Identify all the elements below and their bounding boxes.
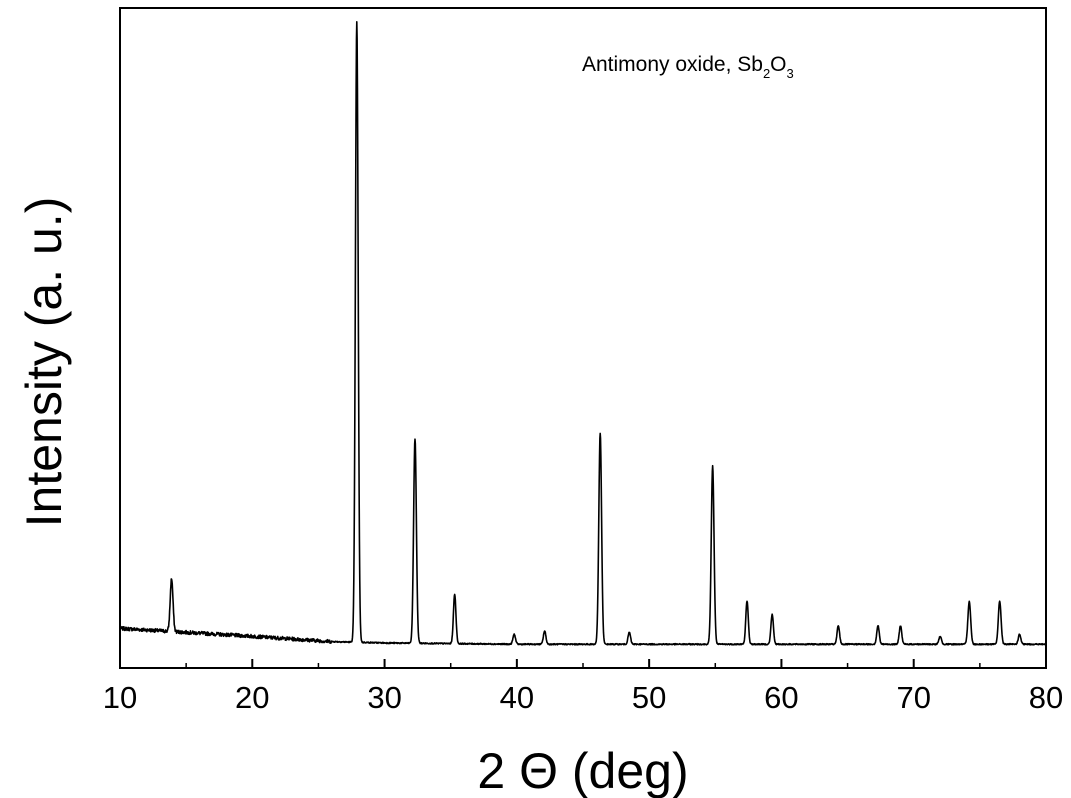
x-tick-label: 80 [1029,680,1063,715]
x-tick-label: 20 [235,680,269,715]
x-tick-label: 10 [103,680,137,715]
x-tick-label: 40 [500,680,534,715]
annotation-text: Antimony oxide, Sb [582,53,763,76]
annotation-label: Antimony oxide, Sb2O3 [582,53,794,81]
annotation-subscript-2: 2 [763,66,770,81]
annotation-subscript-3: 3 [787,66,794,81]
x-axis-ticks [119,659,1047,668]
x-tick-label: 50 [632,680,666,715]
y-axis-title: Intensity (a. u.) [16,197,72,528]
x-axis-tick-labels: 10 20 30 40 50 60 70 80 [103,680,1063,715]
x-tick-label: 60 [764,680,798,715]
annotation-o: O [770,53,786,76]
x-tick-label: 70 [896,680,930,715]
x-axis-title: 2 Θ (deg) [477,743,688,798]
plot-frame [119,7,1047,669]
x-tick-label: 30 [367,680,401,715]
diffraction-pattern-line [119,20,1047,646]
